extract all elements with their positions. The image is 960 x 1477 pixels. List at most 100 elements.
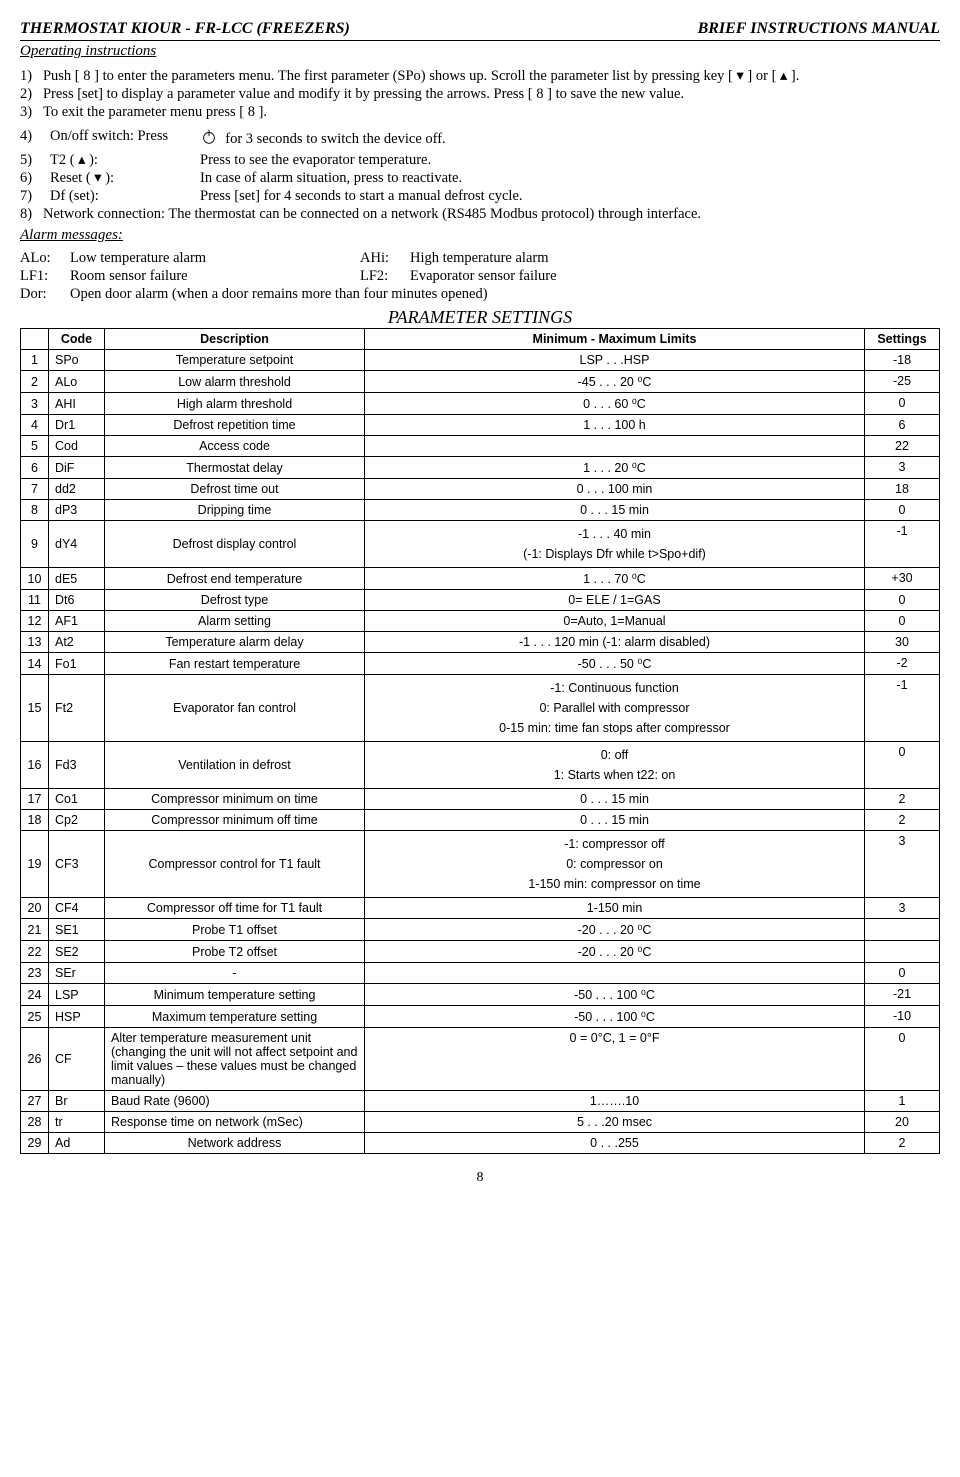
cell-n: 14 — [21, 653, 49, 675]
cell-n: 16 — [21, 742, 49, 789]
cell-lim: LSP . . .HSP — [365, 350, 865, 371]
cell-n: 13 — [21, 632, 49, 653]
alarm-grid: ALo: Low temperature alarm AHi: High tem… — [20, 250, 940, 303]
cell-lim: 1-150 min — [365, 898, 865, 919]
cell-code: dP3 — [49, 500, 105, 521]
cell-set: -10 — [865, 1006, 940, 1028]
cell-n: 1 — [21, 350, 49, 371]
col-header-lim: Minimum - Maximum Limits — [365, 329, 865, 350]
table-row: 2ALoLow alarm threshold-45 . . . 20 ⁰C-2… — [21, 371, 940, 393]
cell-code: HSP — [49, 1006, 105, 1028]
cell-desc: Low alarm threshold — [105, 371, 365, 393]
cell-lim: -1: Continuous function0: Parallel with … — [365, 675, 865, 742]
cell-desc: Access code — [105, 436, 365, 457]
table-row: 9dY4Defrost display control-1 . . . 40 m… — [21, 521, 940, 568]
instruction-3-text: To exit the parameter menu press [ 8 ]. — [43, 104, 267, 120]
table-row: 3AHIHigh alarm threshold0 . . . 60 ⁰C0 — [21, 393, 940, 415]
col-header-code: Code — [49, 329, 105, 350]
cell-n: 8 — [21, 500, 49, 521]
table-row: 22SE2Probe T2 offset-20 . . . 20 ⁰C — [21, 941, 940, 963]
cell-code: DiF — [49, 457, 105, 479]
cell-set: 18 — [865, 479, 940, 500]
cell-set: 2 — [865, 810, 940, 831]
cell-desc: Defrost display control — [105, 521, 365, 568]
instruction-8-text: Network connection: The thermostat can b… — [43, 206, 701, 222]
table-row: 21SE1Probe T1 offset-20 . . . 20 ⁰C — [21, 919, 940, 941]
alarm-dor-val: Open door alarm (when a door remains mor… — [70, 286, 940, 303]
col-header-desc: Description — [105, 329, 365, 350]
cell-n: 20 — [21, 898, 49, 919]
cell-set: 22 — [865, 436, 940, 457]
inst7-label: Df (set): — [50, 188, 200, 205]
cell-lim: 0 . . . 15 min — [365, 789, 865, 810]
cell-n: 12 — [21, 611, 49, 632]
cell-set — [865, 919, 940, 941]
cell-n: 22 — [21, 941, 49, 963]
cell-n: 3 — [21, 393, 49, 415]
cell-code: SE2 — [49, 941, 105, 963]
cell-n: 27 — [21, 1091, 49, 1112]
cell-desc: Defrost time out — [105, 479, 365, 500]
table-row: 18Cp2Compressor minimum off time0 . . . … — [21, 810, 940, 831]
table-row: 12AF1Alarm setting0=Auto, 1=Manual0 — [21, 611, 940, 632]
inst5-label: T2 ( ▴ ): — [50, 152, 200, 169]
instructions-list: 1) Push [ 8 ] to enter the parameters me… — [20, 68, 940, 223]
cell-n: 25 — [21, 1006, 49, 1028]
cell-n: 7 — [21, 479, 49, 500]
cell-set: -18 — [865, 350, 940, 371]
instruction-2-text: Press [set] to display a parameter value… — [43, 86, 684, 102]
cell-set: 3 — [865, 898, 940, 919]
cell-code: CF4 — [49, 898, 105, 919]
cell-set — [865, 941, 940, 963]
header-row: THERMOSTAT KIOUR - FR-LCC (FREEZERS) BRI… — [20, 20, 940, 41]
header-left: THERMOSTAT KIOUR - FR-LCC (FREEZERS) — [20, 20, 350, 38]
cell-code: LSP — [49, 984, 105, 1006]
cell-lim: 1 . . . 20 ⁰C — [365, 457, 865, 479]
alarm-alo-key: ALo: — [20, 250, 70, 267]
cell-n: 18 — [21, 810, 49, 831]
alarm-lf2-key: LF2: — [360, 268, 410, 285]
cell-n: 5 — [21, 436, 49, 457]
cell-desc: High alarm threshold — [105, 393, 365, 415]
cell-set: 0 — [865, 611, 940, 632]
cell-desc: Temperature setpoint — [105, 350, 365, 371]
cell-lim: 0 . . . 60 ⁰C — [365, 393, 865, 415]
cell-lim: 0 . . .255 — [365, 1133, 865, 1154]
inst7-n: 7) — [20, 188, 50, 205]
cell-n: 6 — [21, 457, 49, 479]
cell-set: -1 — [865, 675, 940, 742]
cell-desc: Ventilation in defrost — [105, 742, 365, 789]
cell-n: 11 — [21, 590, 49, 611]
cell-desc: Thermostat delay — [105, 457, 365, 479]
cell-n: 15 — [21, 675, 49, 742]
cell-lim: 0= ELE / 1=GAS — [365, 590, 865, 611]
cell-lim — [365, 436, 865, 457]
table-row: 15Ft2Evaporator fan control-1: Continuou… — [21, 675, 940, 742]
cell-code: Cp2 — [49, 810, 105, 831]
cell-code: dE5 — [49, 568, 105, 590]
instruction-8: 8) Network connection: The thermostat ca… — [20, 206, 940, 223]
cell-desc: Dripping time — [105, 500, 365, 521]
cell-n: 29 — [21, 1133, 49, 1154]
alarm-messages-heading: Alarm messages: — [20, 227, 940, 244]
cell-lim: -45 . . . 20 ⁰C — [365, 371, 865, 393]
cell-lim: 1…….10 — [365, 1091, 865, 1112]
table-row: 10dE5Defrost end temperature1 . . . 70 ⁰… — [21, 568, 940, 590]
cell-n: 10 — [21, 568, 49, 590]
cell-desc: Temperature alarm delay — [105, 632, 365, 653]
table-row: 1SPoTemperature setpointLSP . . .HSP-18 — [21, 350, 940, 371]
cell-desc: Defrost type — [105, 590, 365, 611]
table-row: 4Dr1Defrost repetition time1 . . . 100 h… — [21, 415, 940, 436]
instruction-2: 2) Press [set] to display a parameter va… — [20, 86, 940, 103]
cell-lim: 0 . . . 15 min — [365, 810, 865, 831]
cell-set: +30 — [865, 568, 940, 590]
table-row: 19CF3Compressor control for T1 fault-1: … — [21, 831, 940, 898]
cell-set: -21 — [865, 984, 940, 1006]
cell-code: Fd3 — [49, 742, 105, 789]
inst5-val: Press to see the evaporator temperature. — [200, 152, 940, 169]
table-row: 28trResponse time on network (mSec)5 . .… — [21, 1112, 940, 1133]
cell-lim: 1 . . . 100 h — [365, 415, 865, 436]
cell-lim: -50 . . . 100 ⁰C — [365, 1006, 865, 1028]
cell-set: 20 — [865, 1112, 940, 1133]
cell-code: Br — [49, 1091, 105, 1112]
